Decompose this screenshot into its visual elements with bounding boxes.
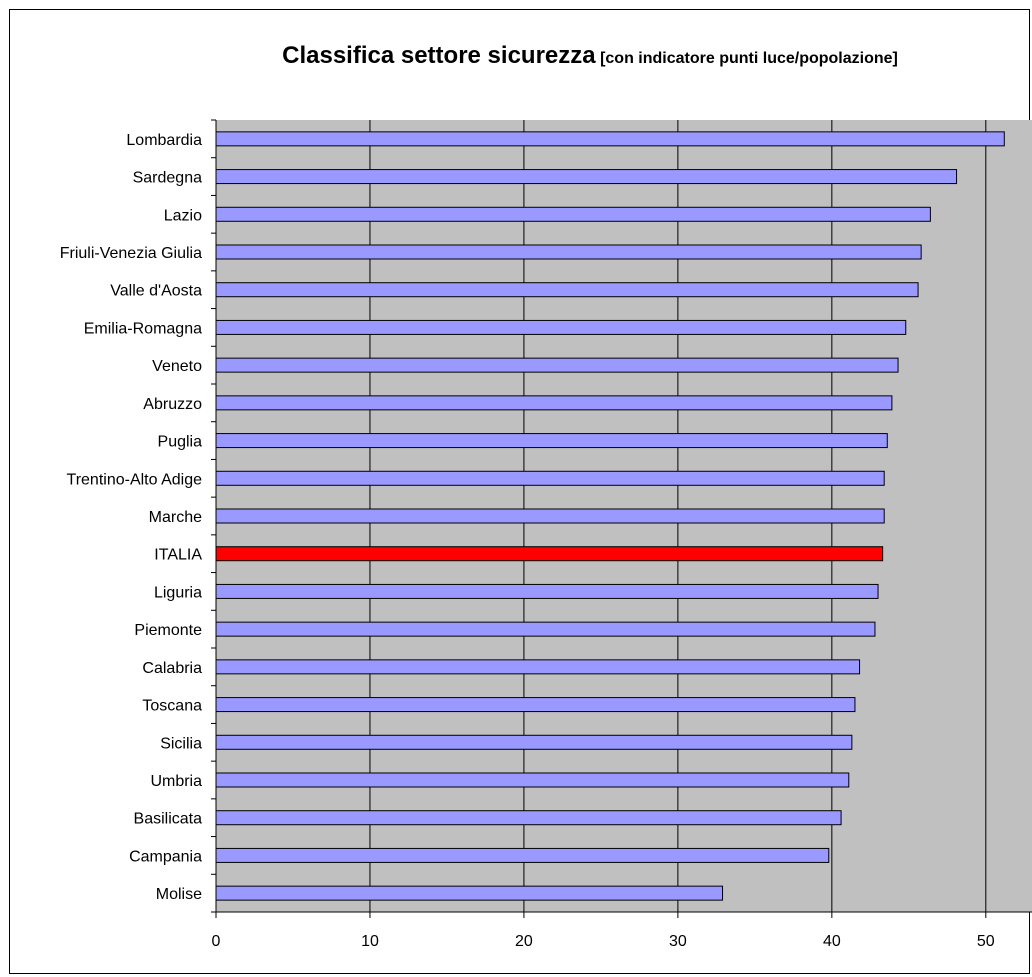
chart-title: Classifica settore sicurezza [con indica… xyxy=(0,42,1032,70)
category-label: Puglia xyxy=(158,434,203,451)
category-label: Emilia-Romagna xyxy=(84,320,202,337)
x-tick-label: 10 xyxy=(361,933,379,950)
x-tick-label: 0 xyxy=(212,933,221,950)
category-label: Basilicata xyxy=(134,811,203,828)
x-tick-label: 40 xyxy=(823,933,841,950)
chart-title-main: Classifica settore sicurezza xyxy=(282,42,596,69)
bar xyxy=(215,131,1005,147)
bar xyxy=(215,772,850,788)
bar xyxy=(215,282,919,298)
bar-highlight xyxy=(215,546,884,562)
category-label: Campania xyxy=(129,848,202,865)
bar xyxy=(215,734,853,750)
category-label: Sardegna xyxy=(133,170,202,187)
category-label: Valle d'Aosta xyxy=(110,283,202,300)
category-label: Friuli-Venezia Giulia xyxy=(60,245,202,262)
bar xyxy=(215,357,899,373)
bar xyxy=(215,847,830,863)
chart-subtitle: [con indicatore punti luce/popolazione] xyxy=(600,50,898,67)
category-label: Lombardia xyxy=(126,132,202,149)
bar xyxy=(215,319,907,335)
bar xyxy=(215,206,931,222)
category-label: Lazio xyxy=(164,207,202,224)
category-label: Umbria xyxy=(150,773,202,790)
x-tick-label: 50 xyxy=(977,933,995,950)
bar xyxy=(215,583,879,599)
category-label: Sicilia xyxy=(160,735,202,752)
category-label: Liguria xyxy=(154,584,202,601)
bar xyxy=(215,621,876,637)
category-label: Molise xyxy=(156,886,202,903)
category-label: Abruzzo xyxy=(143,396,202,413)
bar xyxy=(215,885,724,901)
bar xyxy=(215,470,885,486)
category-label: Veneto xyxy=(152,358,202,375)
bar xyxy=(215,433,888,449)
bar xyxy=(215,810,842,826)
category-label: Calabria xyxy=(142,660,202,677)
bar xyxy=(215,169,958,185)
category-label: Trentino-Alto Adige xyxy=(67,471,203,488)
category-label: Toscana xyxy=(142,698,202,715)
category-label: Piemonte xyxy=(134,622,202,639)
category-label: Marche xyxy=(149,509,202,526)
x-tick-label: 30 xyxy=(669,933,687,950)
x-tick-label: 20 xyxy=(515,933,533,950)
category-label: ITALIA xyxy=(154,547,202,564)
bar xyxy=(215,508,885,524)
bar xyxy=(215,697,856,713)
bar xyxy=(215,395,893,411)
bar xyxy=(215,244,922,260)
bar xyxy=(215,659,861,675)
